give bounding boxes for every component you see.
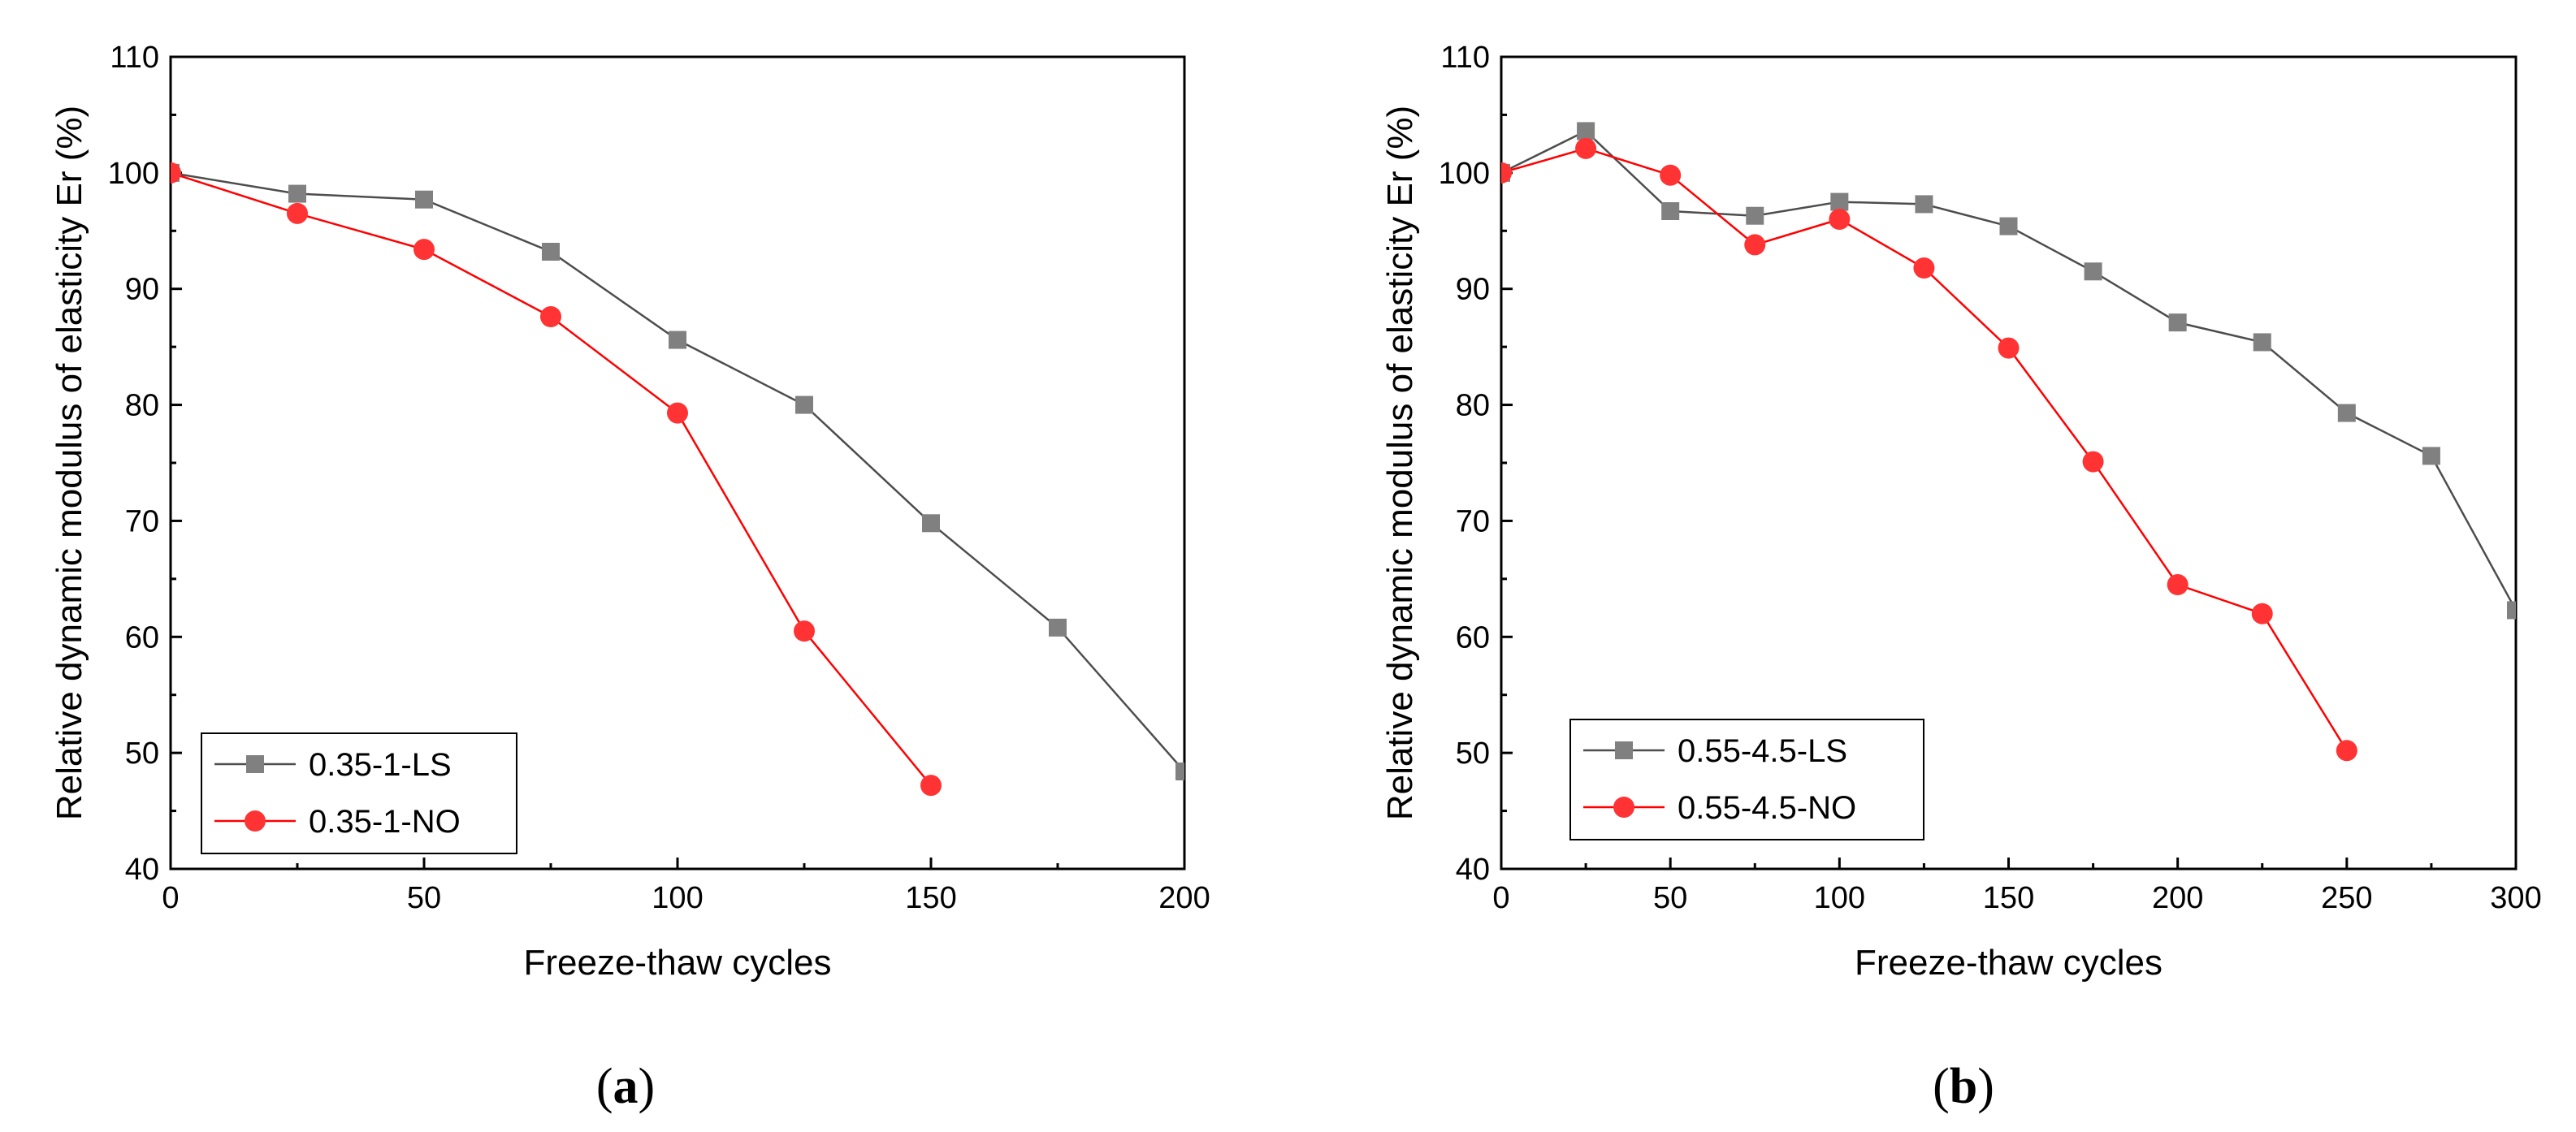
panel-letter: b — [1950, 1059, 1977, 1114]
data-point-0.35-1-NO — [171, 162, 181, 184]
legend: 0.35-1-LS 0.35-1-NO — [201, 732, 517, 854]
data-point-0.55-4.5-LS — [2168, 313, 2187, 332]
legend-label: 0.35-1-NO — [309, 804, 461, 840]
x-tick-label: 200 — [2152, 881, 2203, 915]
x-tick-label: 150 — [1983, 881, 2034, 915]
legend-marker — [1613, 797, 1634, 818]
data-point-0.35-1-NO — [667, 402, 688, 424]
data-point-0.55-4.5-LS — [2084, 262, 2102, 281]
y-tick-label: 110 — [110, 41, 159, 75]
data-point-0.55-4.5-LS — [2507, 601, 2516, 620]
x-tick-label: 100 — [652, 881, 703, 915]
data-point-0.35-1-NO — [540, 306, 561, 327]
series-line-0.35-1-LS — [171, 171, 1184, 772]
y-tick-label: 80 — [125, 389, 159, 423]
x-tick-label: 150 — [905, 881, 956, 915]
data-point-0.55-4.5-NO — [1744, 234, 1766, 256]
legend-marker — [1615, 741, 1633, 759]
legend-box — [201, 732, 517, 854]
x-tick-label: 0 — [162, 881, 179, 915]
data-point-0.55-4.5-NO — [1575, 137, 1597, 159]
data-point-0.55-4.5-NO — [1660, 164, 1682, 186]
panel-letter: a — [613, 1059, 639, 1114]
data-point-0.55-4.5-LS — [1999, 217, 2018, 235]
data-point-0.55-4.5-NO — [2082, 451, 2104, 473]
y-tick-label: 50 — [125, 737, 159, 771]
y-tick-label: 90 — [125, 273, 159, 307]
y-axis-title: Relative dynamic modulus of elasticity E… — [1380, 106, 1420, 820]
y-tick-label: 90 — [1456, 273, 1490, 307]
data-point-0.35-1-LS — [1175, 763, 1184, 780]
x-tick-label: 300 — [2490, 881, 2541, 915]
legend-label: 0.55-4.5-NO — [1678, 790, 1856, 826]
data-point-0.55-4.5-LS — [1661, 202, 1680, 220]
data-point-0.35-1-LS — [415, 190, 433, 209]
data-point-0.55-4.5-NO — [1913, 257, 1935, 279]
y-tick-label: 100 — [1439, 157, 1490, 191]
data-point-0.35-1-LS — [288, 184, 306, 203]
data-point-0.35-1-LS — [669, 331, 686, 349]
x-tick-label: 50 — [1653, 881, 1687, 915]
data-point-0.35-1-NO — [794, 620, 815, 642]
y-tick-label: 50 — [1456, 737, 1490, 771]
y-tick-label: 100 — [108, 157, 159, 191]
data-point-0.55-4.5-NO — [1829, 209, 1851, 230]
y-tick-label: 70 — [1456, 504, 1490, 538]
data-point-0.35-1-LS — [922, 514, 940, 533]
data-point-0.55-4.5-LS — [2422, 447, 2440, 465]
data-point-0.35-1-NO — [920, 775, 942, 797]
data-point-0.55-4.5-NO — [2167, 574, 2189, 595]
x-tick-label: 250 — [2321, 881, 2372, 915]
panel-label: (a) — [596, 1059, 655, 1114]
data-point-0.35-1-NO — [287, 202, 308, 224]
data-point-0.55-4.5-NO — [2251, 603, 2273, 624]
x-axis-title: Freeze-thaw cycles — [1855, 943, 2163, 983]
data-point-0.55-4.5-LS — [1746, 206, 1764, 225]
x-axis-title: Freeze-thaw cycles — [523, 943, 831, 983]
chart-panel-a: 0 50 100 150 200 40 50 60 70 80 90 100 110 Freeze-tha… — [50, 41, 1210, 1114]
y-tick-label: 70 — [125, 504, 159, 538]
panel-label: (b) — [1933, 1059, 1994, 1114]
data-point-0.35-1-NO — [413, 239, 435, 261]
data-point-0.55-4.5-LS — [1830, 192, 1849, 211]
data-point-0.55-4.5-NO — [1998, 337, 2020, 359]
series-line-0.55-4.5-NO — [1501, 147, 2348, 751]
legend-marker — [246, 755, 264, 773]
series-line-0.35-1-NO — [171, 171, 932, 786]
chart-panel-b: 0 50 100 150 200 250 300 40 50 60 70 80 90 100 110 Free… — [1380, 41, 2542, 1114]
legend-label: 0.35-1-LS — [309, 747, 452, 783]
y-tick-label: 60 — [1456, 620, 1490, 655]
y-axis-title: Relative dynamic modulus of elasticity E… — [50, 106, 89, 820]
y-tick-label: 40 — [125, 853, 159, 887]
legend-box — [1569, 719, 1924, 840]
data-point-0.55-4.5-NO — [2336, 740, 2357, 762]
data-point-0.35-1-LS — [795, 395, 813, 414]
legend-label: 0.55-4.5-LS — [1678, 733, 1847, 769]
data-point-0.35-1-LS — [1049, 618, 1067, 637]
x-tick-label: 0 — [1492, 881, 1509, 915]
data-point-0.55-4.5-LS — [2253, 333, 2271, 352]
y-tick-label: 40 — [1456, 853, 1490, 887]
y-tick-label: 60 — [125, 620, 159, 655]
data-point-0.55-4.5-LS — [2337, 404, 2356, 422]
y-tick-label: 110 — [1440, 41, 1490, 75]
x-tick-label: 200 — [1158, 881, 1210, 915]
legend: 0.55-4.5-LS 0.55-4.5-NO — [1569, 719, 1924, 840]
plot-area — [1501, 122, 2516, 762]
data-point-0.35-1-LS — [542, 243, 560, 261]
x-tick-label: 100 — [1814, 881, 1865, 915]
plot-area — [171, 162, 1184, 797]
data-point-0.55-4.5-NO — [1501, 162, 1512, 184]
x-tick-label: 50 — [407, 881, 441, 915]
data-point-0.55-4.5-LS — [1915, 195, 1933, 214]
y-tick-label: 80 — [1456, 389, 1490, 423]
series-line-0.55-4.5-LS — [1501, 129, 2516, 611]
legend-marker — [245, 810, 266, 832]
data-point-0.55-4.5-LS — [1577, 122, 1595, 140]
